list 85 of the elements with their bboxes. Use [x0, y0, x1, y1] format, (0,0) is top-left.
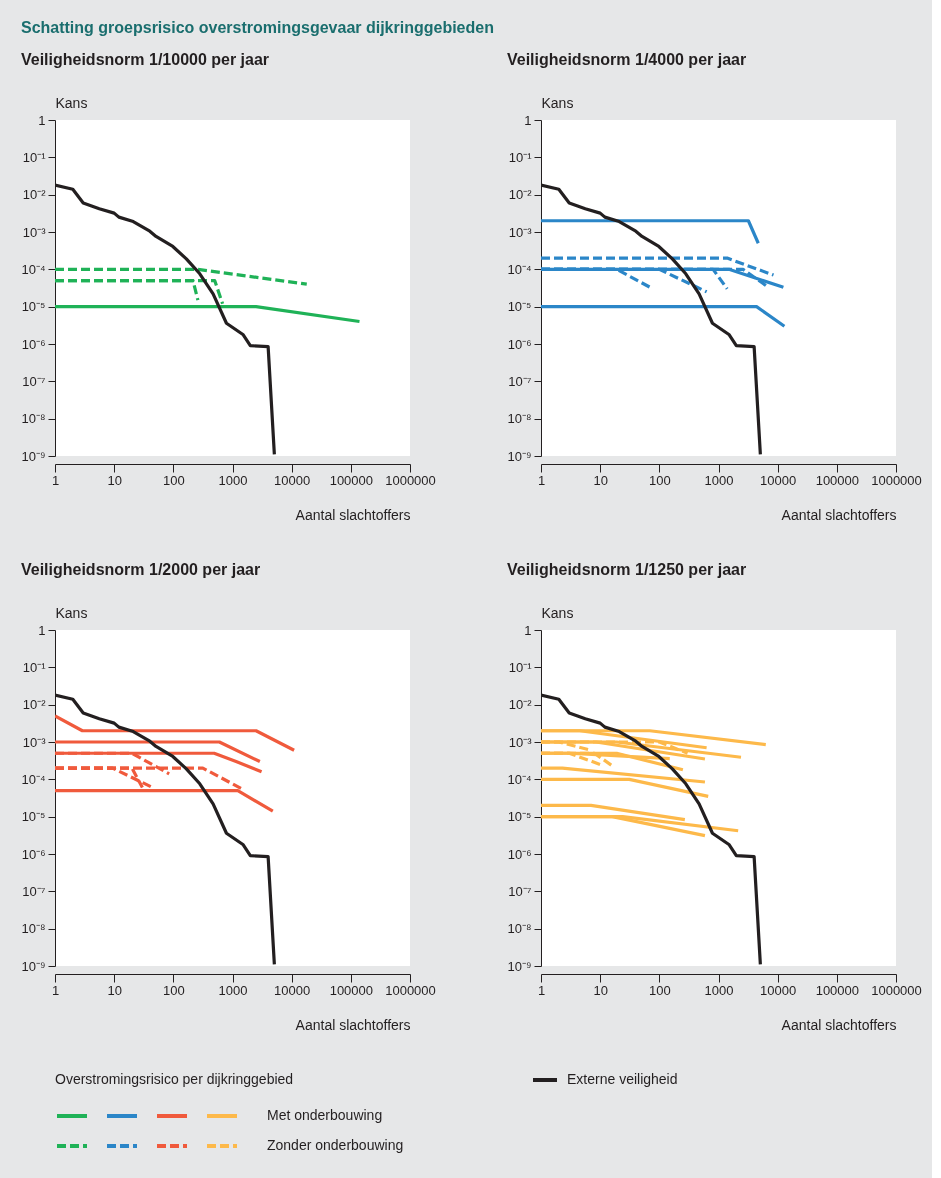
y-tick-label: 10⁻⁸: [21, 411, 46, 427]
y-tick-label: 1: [524, 112, 532, 128]
y-tick-label: 10⁻⁷: [508, 883, 532, 899]
y-tick-label: 10⁻⁴: [507, 771, 532, 787]
y-tick-label: 10⁻⁵: [21, 299, 46, 315]
x-tick-label: 1000: [218, 472, 248, 488]
chart-title: Veiligheidsnorm 1/10000 per jaar: [20, 51, 270, 68]
x-tick-label: 100: [162, 472, 185, 488]
x-tick-label: 100000: [329, 472, 374, 488]
x-tick-label: 10000: [274, 982, 311, 998]
x-tick-label: 1000000: [871, 472, 922, 488]
legend-label: Zonder onderbouwing: [267, 1137, 404, 1153]
x-tick-label: 1000: [704, 982, 734, 998]
y-tick-label: 10⁻⁴: [21, 261, 46, 277]
chart-title: Veiligheidsnorm 1/1250 per jaar: [506, 561, 747, 578]
y-tick-label: 10⁻⁹: [507, 958, 532, 974]
y-tick-label: 1: [38, 112, 46, 128]
y-tick-label: 1: [38, 622, 46, 638]
y-tick-label: 10⁻⁵: [507, 809, 532, 825]
legend-label: Externe veiligheid: [567, 1071, 678, 1087]
y-tick-label: 10⁻¹: [508, 659, 533, 675]
y-tick-label: 10⁻³: [22, 224, 47, 240]
y-tick-label: 1: [524, 622, 532, 638]
legend-label: Met onderbouwing: [267, 1107, 383, 1123]
y-tick-label: 10⁻⁸: [507, 921, 532, 937]
y-tick-label: 10⁻¹: [508, 149, 533, 165]
y-tick-label: 10⁻³: [22, 734, 47, 750]
y-tick-label: 10⁻⁴: [507, 261, 532, 277]
y-tick-label: 10⁻⁶: [21, 846, 46, 862]
x-axis-title: Aantal slachtoffers: [781, 506, 897, 523]
x-tick-label: 10: [593, 982, 608, 998]
y-tick-label: 10⁻⁸: [507, 411, 532, 427]
y-tick-label: 10⁻⁵: [507, 299, 532, 315]
x-tick-label: 100: [648, 472, 671, 488]
x-tick-label: 1000000: [871, 982, 922, 998]
y-tick-label: 10⁻⁶: [21, 336, 46, 352]
x-tick-label: 100000: [329, 982, 374, 998]
x-tick-label: 10: [107, 982, 122, 998]
x-tick-label: 100000: [815, 982, 860, 998]
y-tick-label: 10⁻¹: [22, 149, 47, 165]
y-axis-title: Kans: [55, 94, 88, 111]
y-tick-label: 10⁻⁹: [21, 448, 46, 464]
x-tick-label: 10000: [760, 472, 797, 488]
y-axis-title: Kans: [55, 604, 88, 621]
y-tick-label: 10⁻⁶: [507, 846, 532, 862]
x-tick-label: 10: [107, 472, 122, 488]
text: Schatting groepsrisico overstromingsgevaar dijkringgebieden: [20, 19, 494, 36]
x-tick-label: 1000: [704, 472, 734, 488]
x-axis-title: Aantal slachtoffers: [781, 1016, 897, 1033]
x-axis-title: Aantal slachtoffers: [295, 506, 411, 523]
x-tick-label: 10000: [274, 472, 311, 488]
y-tick-label: 10⁻⁸: [21, 921, 46, 937]
y-axis-title: Kans: [541, 604, 574, 621]
y-tick-label: 10⁻⁷: [22, 883, 46, 899]
y-tick-label: 10⁻⁵: [21, 809, 46, 825]
x-tick-label: 1000000: [385, 472, 436, 488]
x-axis-title: Aantal slachtoffers: [295, 1016, 411, 1033]
y-tick-label: 10⁻⁶: [507, 336, 532, 352]
y-tick-label: 10⁻²: [508, 187, 533, 203]
y-tick-label: 10⁻²: [508, 697, 533, 713]
y-tick-label: 10⁻¹: [22, 659, 47, 675]
chart-title: Veiligheidsnorm 1/2000 per jaar: [20, 561, 261, 578]
y-tick-label: 10⁻³: [508, 734, 533, 750]
y-tick-label: 10⁻²: [22, 697, 47, 713]
y-tick-label: 10⁻²: [22, 187, 47, 203]
x-tick-label: 1: [537, 472, 546, 488]
x-tick-label: 1: [51, 472, 60, 488]
x-tick-label: 1: [537, 982, 546, 998]
y-axis-title: Kans: [541, 94, 574, 111]
x-tick-label: 1: [51, 982, 60, 998]
x-tick-label: 1000000: [385, 982, 436, 998]
x-tick-label: 1000: [218, 982, 248, 998]
x-tick-label: 100000: [815, 472, 860, 488]
x-tick-label: 100: [648, 982, 671, 998]
y-tick-label: 10⁻⁷: [508, 373, 532, 389]
y-tick-label: 10⁻⁷: [22, 373, 46, 389]
x-tick-label: 100: [162, 982, 185, 998]
y-tick-label: 10⁻⁴: [21, 771, 46, 787]
x-tick-label: 10000: [760, 982, 797, 998]
chart-title: Veiligheidsnorm 1/4000 per jaar: [506, 51, 747, 68]
x-tick-label: 10: [593, 472, 608, 488]
y-tick-label: 10⁻⁹: [21, 958, 46, 974]
legend-title: Overstromingsrisico per dijkringgebied: [55, 1071, 294, 1087]
y-tick-label: 10⁻⁹: [507, 448, 532, 464]
y-tick-label: 10⁻³: [508, 224, 533, 240]
